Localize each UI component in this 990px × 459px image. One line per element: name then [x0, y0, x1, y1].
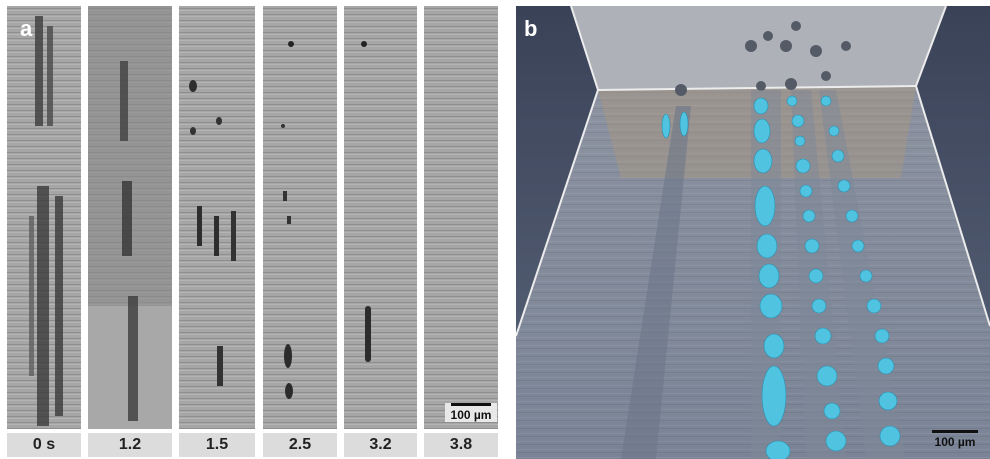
- panel-b-label: b: [524, 16, 538, 41]
- panel-a-label: a: [20, 16, 33, 41]
- xray-frame-3.8: [424, 6, 498, 429]
- scale-bar-a: 100 µm: [445, 403, 497, 422]
- scale-bar-a-line: [451, 403, 491, 406]
- xray-frame-0s: [7, 6, 81, 429]
- time-label-2: 1.5: [179, 433, 255, 457]
- time-label-1: 1.2: [88, 433, 172, 457]
- time-label-5: 3.8: [424, 433, 498, 457]
- time-label-0: 0 s: [7, 433, 81, 457]
- xray-frame-3.2: [344, 6, 417, 429]
- time-label-3: 2.5: [263, 433, 337, 457]
- time-label-4: 3.2: [344, 433, 417, 457]
- droplets: [661, 95, 901, 459]
- scale-bar-b: 100 µm: [928, 430, 982, 449]
- xray-frame-2.5: [263, 6, 337, 429]
- xray-frame-1.2: [88, 6, 172, 429]
- scale-bar-b-line: [932, 430, 978, 433]
- xray-frame-1.5: [179, 6, 255, 429]
- scale-bar-b-label: 100 µm: [934, 435, 976, 449]
- scale-bar-a-label: 100 µm: [450, 408, 492, 422]
- panel-b-3d-render: b 100 µm: [516, 6, 990, 459]
